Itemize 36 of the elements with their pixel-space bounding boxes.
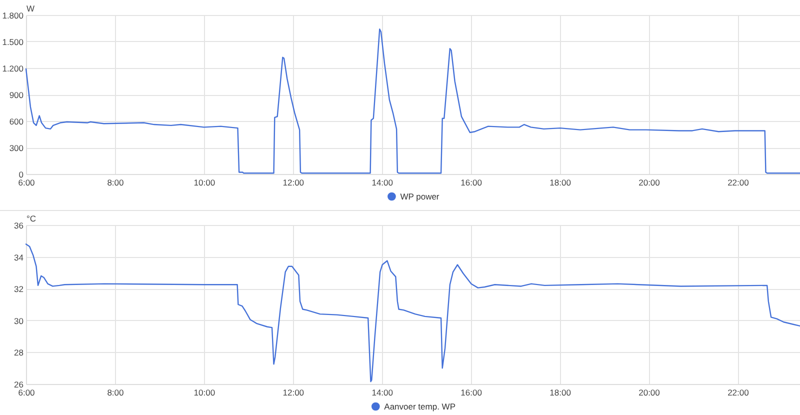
- x-tick-label: 6:00: [18, 388, 36, 398]
- legend-label: Aanvoer temp. WP: [384, 402, 456, 412]
- y-axis-title: W: [26, 4, 35, 14]
- x-tick-label: 6:00: [18, 178, 36, 188]
- y-axis-title: °C: [26, 214, 36, 224]
- x-tick-label: 18:00: [550, 178, 572, 188]
- x-tick-label: 12:00: [282, 178, 304, 188]
- x-tick-label: 20:00: [638, 388, 660, 398]
- y-tick-label: 900: [9, 90, 24, 100]
- line-series: [25, 243, 800, 382]
- x-tick-label: 16:00: [460, 388, 482, 398]
- x-tick-label: 14:00: [372, 178, 394, 188]
- x-tick-label: 14:00: [372, 388, 394, 398]
- x-tick-label: 20:00: [638, 178, 660, 188]
- legend-label: WP power: [400, 192, 440, 202]
- y-tick-label: 36: [14, 220, 24, 230]
- y-tick-label: 28: [14, 348, 24, 358]
- x-tick-label: 10:00: [194, 388, 216, 398]
- y-tick-label: 30: [14, 316, 24, 326]
- y-tick-label: 32: [14, 284, 24, 294]
- x-tick-label: 10:00: [194, 178, 216, 188]
- y-tick-label: 600: [9, 116, 24, 126]
- y-tick-label: 26: [14, 380, 24, 390]
- y-tick-label: 1.500: [2, 37, 24, 47]
- x-tick-label: 16:00: [460, 178, 482, 188]
- x-tick-label: 8:00: [107, 388, 124, 398]
- y-tick-label: 0: [18, 170, 24, 180]
- x-tick-label: 22:00: [728, 388, 750, 398]
- x-tick-label: 18:00: [550, 388, 572, 398]
- y-tick-label: 34: [14, 252, 24, 262]
- y-tick-label: 1.200: [2, 64, 24, 74]
- y-tick-label: 300: [9, 143, 24, 153]
- y-tick-label: 1.800: [2, 10, 24, 20]
- x-tick-label: 22:00: [728, 178, 750, 188]
- x-tick-label: 12:00: [282, 388, 304, 398]
- x-tick-label: 8:00: [107, 178, 124, 188]
